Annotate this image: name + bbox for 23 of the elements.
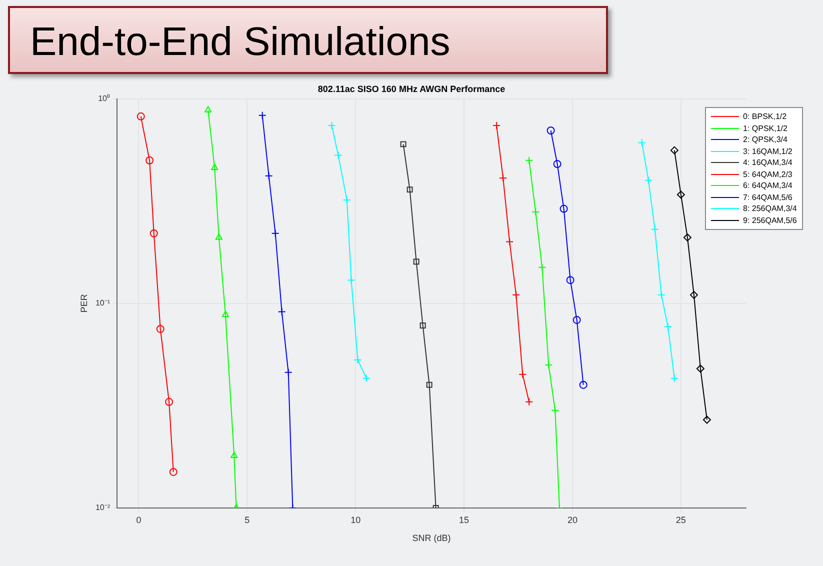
x-axis-title: SNR (dB) (412, 533, 451, 544)
x-tick-label: 20 (567, 514, 578, 525)
legend-label: 8: 256QAM,3/4 (742, 203, 797, 214)
y-axis-title: PER (78, 294, 89, 313)
legend-label: 3: 16QAM,1/2 (742, 146, 794, 157)
y-tick-label: 10⁻¹ (95, 298, 110, 308)
legend-label: 7: 64QAM,5/6 (742, 192, 794, 203)
legend-label: 2: QPSK,3/4 (742, 134, 788, 146)
text: End-to-End Simulations (8, 6, 608, 74)
legend-label: 1: QPSK,1/2 (742, 122, 788, 134)
legend-label: 0: BPSK,1/2 (742, 111, 788, 122)
y-tick-label: 10⁻² (95, 503, 110, 512)
legend-label: 4: 16QAM,3/4 (742, 157, 794, 168)
y-tick-label: 10⁰ (98, 94, 110, 104)
legend-label: 9: 256QAM,5/6 (742, 214, 797, 226)
legend-label: 6: 64QAM,3/4 (742, 180, 794, 192)
x-tick-label: 15 (459, 514, 470, 525)
x-tick-label: 25 (676, 514, 686, 525)
x-tick-label: 10 (350, 514, 361, 525)
chart-title: 802.11ac SISO 160 MHz AWGN Performance (318, 84, 506, 94)
x-tick-label: 5 (244, 514, 250, 525)
x-tick-label: 0 (136, 514, 142, 525)
legend-label: 5: 64QAM,2/3 (742, 168, 794, 180)
